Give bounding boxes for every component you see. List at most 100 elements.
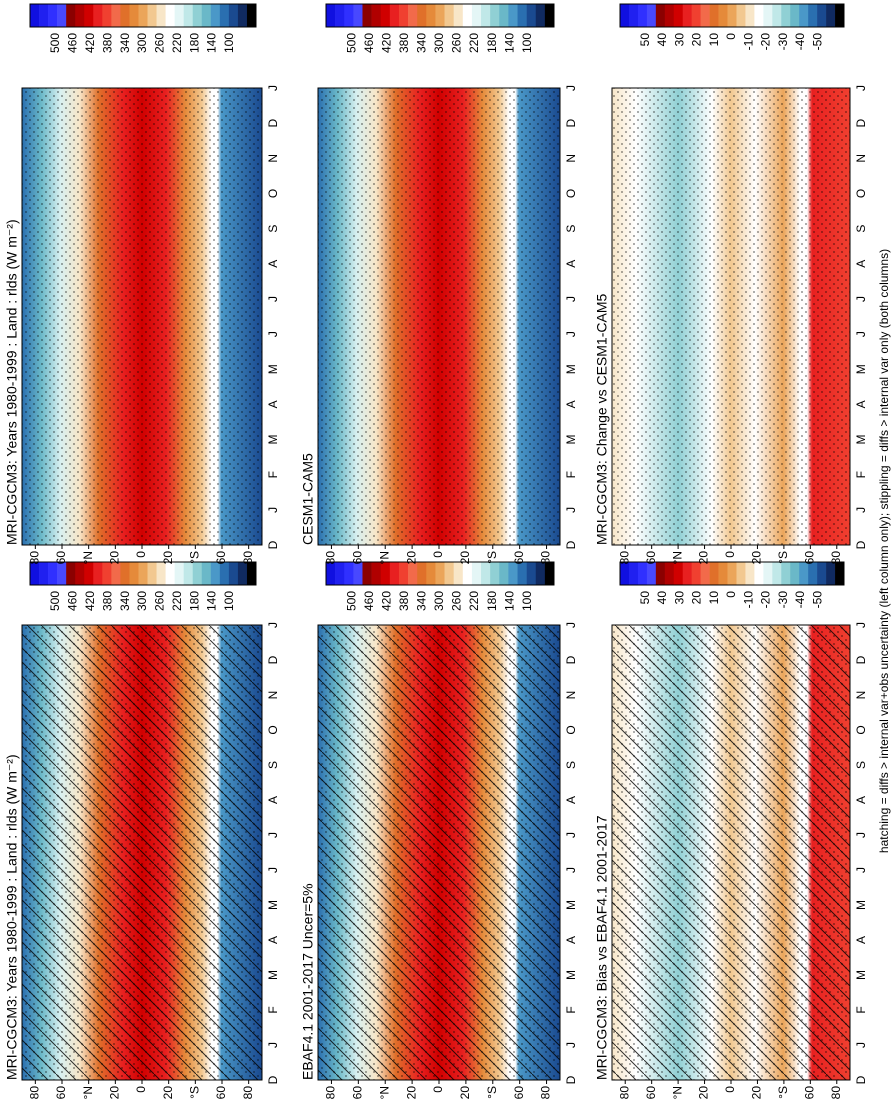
colorbar-box: [228, 4, 239, 27]
colorbar-box: [417, 4, 427, 27]
stippling: [318, 88, 560, 545]
x-tick-label: A: [564, 400, 578, 408]
colorbar-box: [389, 4, 400, 27]
x-tick-label: F: [266, 471, 280, 478]
x-tick-label: S: [564, 225, 578, 233]
colorbar-box: [210, 4, 221, 27]
y-tick-label: °N: [377, 551, 391, 564]
x-tick-label: J: [266, 331, 280, 337]
colorbar-box: [30, 562, 40, 585]
colorbar-box: [435, 4, 445, 27]
x-tick-label: J: [854, 1042, 868, 1048]
colorbar-box: [637, 562, 648, 585]
x-tick-label: J: [854, 296, 868, 302]
colorbar-label: 140: [205, 33, 219, 53]
colorbar-box: [462, 4, 473, 27]
colorbar-label: 180: [485, 33, 499, 53]
y-tick-label: 60: [214, 1086, 228, 1100]
colorbar-box: [544, 562, 555, 585]
x-tick-label: N: [266, 154, 280, 163]
colorbar-box: [174, 4, 184, 27]
colorbar-box: [535, 562, 546, 585]
y-tick-label: °S: [485, 551, 499, 564]
colorbar-box: [508, 4, 518, 27]
y-tick-label: 60: [512, 551, 526, 565]
colorbar-box: [620, 4, 630, 27]
x-tick-label: D: [854, 118, 868, 127]
colorbar-box: [790, 562, 800, 585]
colorbar-box: [835, 562, 845, 585]
colorbar-box: [147, 562, 157, 585]
footnote: hatching = diffs > internal var+obs unce…: [877, 249, 891, 853]
x-tick-label: O: [564, 725, 578, 734]
colorbar-box: [75, 562, 85, 585]
colorbar-box: [102, 4, 112, 27]
colorbar-label: 500: [344, 591, 358, 611]
colorbar-label: 20: [690, 591, 704, 605]
colorbar-box: [120, 4, 130, 27]
colorbar-label: 300: [135, 33, 149, 53]
colorbar-box: [66, 562, 76, 585]
colorbar-box: [201, 4, 212, 27]
y-tick-label: 60: [803, 1086, 817, 1100]
colorbar-box: [462, 562, 473, 585]
x-tick-label: N: [266, 691, 280, 700]
colorbar-box: [544, 4, 555, 27]
colorbar-box: [664, 562, 675, 585]
x-tick-label: J: [564, 622, 578, 628]
colorbar-box: [344, 562, 354, 585]
x-tick-label: M: [266, 435, 280, 445]
colorbar-box: [664, 4, 675, 27]
colorbar-label: 100: [222, 591, 236, 611]
colorbar-box: [380, 4, 391, 27]
colorbar-label: 100: [222, 33, 236, 53]
colorbar-box: [138, 4, 148, 27]
x-tick-label: M: [854, 970, 868, 980]
x-tick-label: A: [564, 260, 578, 268]
colorbar-label: 500: [344, 33, 358, 53]
colorbar-label: 460: [66, 33, 80, 53]
x-tick-label: D: [564, 118, 578, 127]
colorbar-box: [499, 562, 509, 585]
colorbar-label: 260: [450, 591, 464, 611]
colorbar-box: [147, 4, 157, 27]
colorbar-box: [646, 4, 657, 27]
colorbar-label: -40: [793, 33, 807, 51]
colorbar-label: 0: [724, 591, 738, 598]
colorbar-box: [673, 4, 684, 27]
y-tick-label: °N: [670, 551, 684, 564]
colorbar-box: [790, 4, 800, 27]
y-tick-label: °S: [188, 551, 202, 564]
panel-title: EBAF4.1 2001-2017 Uncer=5%: [300, 883, 316, 1080]
colorbar-box: [417, 562, 427, 585]
x-tick-label: J: [854, 832, 868, 838]
colorbar-label: 500: [48, 591, 62, 611]
colorbar-box: [772, 562, 782, 585]
colorbar-label: -20: [759, 33, 773, 51]
x-tick-label: J: [266, 867, 280, 873]
colorbar-box: [93, 4, 103, 27]
x-tick-label: J: [854, 622, 868, 628]
colorbar-box: [736, 4, 746, 27]
y-tick-label: 20: [458, 1086, 472, 1100]
y-tick-label: 60: [803, 551, 817, 565]
colorbar-box: [237, 562, 248, 585]
x-tick-label: M: [854, 364, 868, 374]
y-tick-label: 60: [644, 551, 658, 565]
panel-title: MRI-CGCM3: Years 1980-1999 : Land : rlds…: [4, 754, 20, 1080]
y-tick-label: 20: [108, 551, 122, 565]
y-tick-label: 80: [241, 1086, 255, 1100]
colorbar-label: 140: [205, 591, 219, 611]
colorbar-label: -50: [810, 33, 824, 51]
colorbar-box: [398, 4, 409, 27]
colorbar-label: 10: [707, 591, 721, 605]
colorbar-frame: [619, 3, 845, 28]
colorbar-box: [646, 562, 657, 585]
colorbar-label: 10: [707, 33, 721, 47]
y-tick-label: 80: [28, 1086, 42, 1100]
x-tick-label: D: [564, 540, 578, 549]
colorbar-box: [57, 4, 67, 27]
y-tick-label: 60: [54, 1086, 68, 1100]
colorbar-label: 30: [672, 591, 686, 605]
